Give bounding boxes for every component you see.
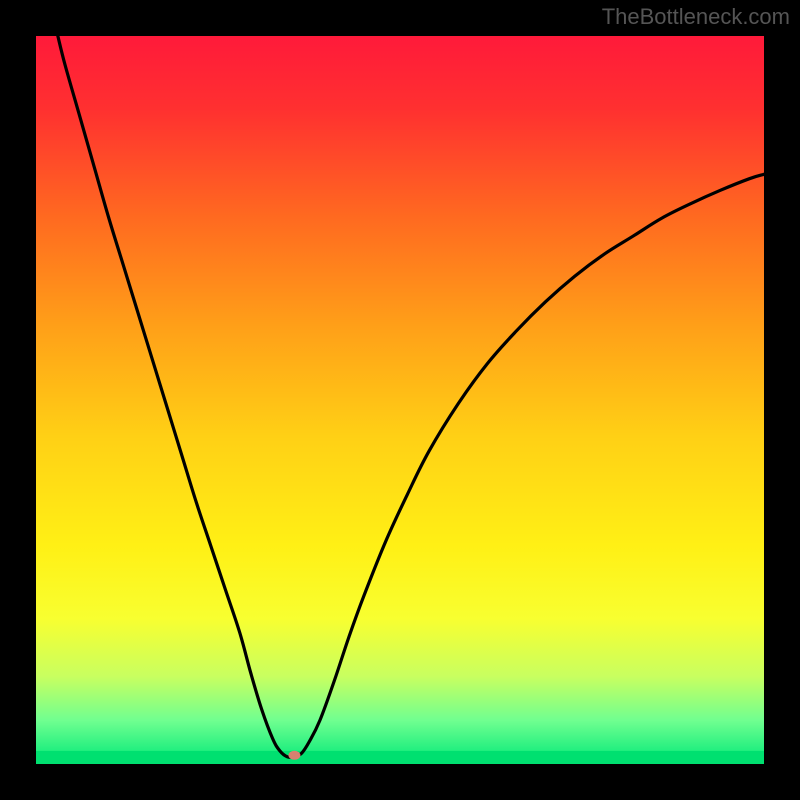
chart-baseline-band <box>36 751 764 764</box>
chart-background <box>36 36 764 764</box>
watermark-text: TheBottleneck.com <box>602 4 790 30</box>
optimum-marker <box>288 751 300 760</box>
